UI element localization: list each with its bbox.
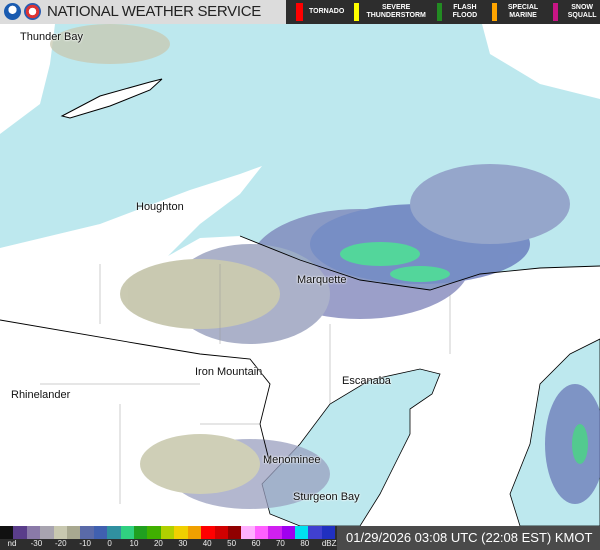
warning-item: SNOW SQUALL — [553, 3, 600, 21]
scale-tick: 30 — [178, 539, 188, 548]
scale-tick: 70 — [275, 539, 285, 548]
scale-swatch — [227, 526, 242, 539]
scale-swatch — [93, 526, 108, 539]
warning-swatch — [491, 3, 497, 21]
scale-tick: -30 — [30, 539, 43, 548]
city-label: Iron Mountain — [195, 366, 263, 378]
city-label: Rhinelander — [11, 389, 71, 401]
scale-swatch — [160, 526, 175, 539]
scale-swatch — [0, 526, 14, 539]
header: NATIONAL WEATHER SERVICE TORNADO SEVERE T… — [0, 0, 600, 24]
warning-legend: TORNADO SEVERE THUNDERSTORM FLASH FLOOD SPE… — [286, 0, 600, 24]
warning-label: SPECIAL MARINE — [507, 4, 539, 19]
scale-swatch — [120, 526, 135, 539]
scale-tick: -10 — [79, 539, 91, 548]
scale-tick: nd — [7, 539, 17, 548]
warning-swatch — [296, 3, 303, 21]
city-label: Houghton — [136, 201, 184, 213]
radar-map[interactable] — [0, 24, 600, 526]
scale-swatch — [40, 526, 54, 539]
scale-swatch — [201, 526, 215, 539]
scale-swatch — [294, 526, 309, 539]
warning-swatch — [553, 3, 559, 21]
scale-swatch — [281, 526, 295, 539]
scale-swatch — [80, 526, 94, 539]
scale-swatch — [53, 526, 68, 539]
scale-swatch — [241, 526, 255, 539]
warning-swatch — [437, 3, 442, 21]
nws-logo[interactable]: NATIONAL WEATHER SERVICE — [4, 3, 261, 20]
scale-swatch — [308, 526, 322, 539]
warning-swatch — [354, 3, 360, 21]
warning-item: SEVERE THUNDERSTORM — [354, 3, 427, 21]
warning-label: SEVERE THUNDERSTORM — [366, 4, 426, 19]
warning-item: SPECIAL MARINE — [491, 3, 544, 21]
timestamp: 01/29/2026 03:08 UTC (22:08 EST) KMOT — [337, 526, 600, 550]
radar-echoes — [50, 24, 600, 509]
scale-swatch — [67, 526, 81, 539]
city-label: Menominee — [263, 454, 321, 466]
noaa-logo-icon — [4, 3, 21, 20]
scale-swatch — [107, 526, 121, 539]
scale-swatch — [321, 526, 336, 539]
nws-seal-icon — [24, 3, 41, 20]
scale-tick: dBZ — [321, 539, 337, 548]
city-label: Sturgeon Bay — [293, 491, 360, 503]
scale-tick: 60 — [251, 539, 261, 548]
scale-swatch — [174, 526, 188, 539]
scale-swatch — [13, 526, 27, 539]
scale-swatch — [147, 526, 161, 539]
scale-tick: 20 — [153, 539, 163, 548]
warning-label: FLASH FLOOD — [452, 4, 478, 19]
scale-swatch — [268, 526, 282, 539]
scale-swatch — [26, 526, 41, 539]
warning-label: TORNADO — [309, 8, 345, 15]
scale-swatch — [214, 526, 228, 539]
city-label: Thunder Bay — [20, 31, 83, 43]
scale-tick: 0 — [107, 539, 112, 548]
scale-swatch — [254, 526, 269, 539]
reflectivity-legend: nd -30 -20 -10 0 10 20 30 40 50 60 70 80 dBZ — [0, 526, 337, 550]
scale-tick: 50 — [227, 539, 237, 548]
city-label: Marquette — [297, 274, 347, 286]
scale-tick: 40 — [202, 539, 212, 548]
scale-tick: 80 — [300, 539, 310, 548]
scale-tick: 10 — [129, 539, 139, 548]
scale-swatch — [187, 526, 202, 539]
warning-item: TORNADO — [296, 3, 344, 21]
scale-swatch — [134, 526, 148, 539]
color-scale — [0, 526, 336, 539]
warning-item: FLASH FLOOD — [437, 3, 482, 21]
isle-royale — [60, 78, 163, 119]
site-title: NATIONAL WEATHER SERVICE — [47, 3, 261, 20]
county-lines — [40, 264, 451, 504]
city-label: Escanaba — [342, 375, 391, 387]
warning-label: SNOW SQUALL — [567, 4, 597, 19]
scale-tick: -20 — [55, 539, 67, 548]
